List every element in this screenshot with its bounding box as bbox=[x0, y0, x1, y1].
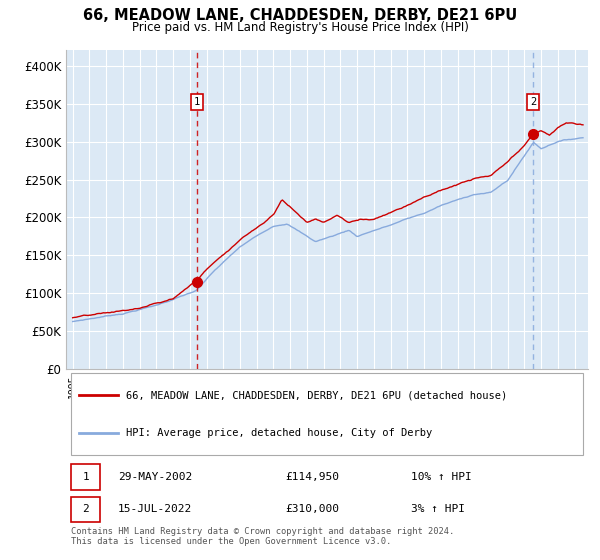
Text: 29-MAY-2002: 29-MAY-2002 bbox=[118, 472, 193, 482]
Text: 66, MEADOW LANE, CHADDESDEN, DERBY, DE21 6PU (detached house): 66, MEADOW LANE, CHADDESDEN, DERBY, DE21… bbox=[126, 390, 507, 400]
Text: 10% ↑ HPI: 10% ↑ HPI bbox=[410, 472, 471, 482]
Text: Price paid vs. HM Land Registry's House Price Index (HPI): Price paid vs. HM Land Registry's House … bbox=[131, 21, 469, 34]
Text: 3% ↑ HPI: 3% ↑ HPI bbox=[410, 505, 464, 514]
Text: 15-JUL-2022: 15-JUL-2022 bbox=[118, 505, 193, 514]
Text: 2: 2 bbox=[530, 97, 536, 107]
Text: £310,000: £310,000 bbox=[285, 505, 339, 514]
FancyBboxPatch shape bbox=[71, 497, 100, 522]
Text: 1: 1 bbox=[194, 97, 200, 107]
FancyBboxPatch shape bbox=[71, 373, 583, 455]
Text: £114,950: £114,950 bbox=[285, 472, 339, 482]
Text: 66, MEADOW LANE, CHADDESDEN, DERBY, DE21 6PU: 66, MEADOW LANE, CHADDESDEN, DERBY, DE21… bbox=[83, 8, 517, 24]
Text: 2: 2 bbox=[82, 505, 89, 514]
Text: HPI: Average price, detached house, City of Derby: HPI: Average price, detached house, City… bbox=[126, 428, 432, 438]
Text: Contains HM Land Registry data © Crown copyright and database right 2024.
This d: Contains HM Land Registry data © Crown c… bbox=[71, 526, 454, 546]
Text: 1: 1 bbox=[82, 472, 89, 482]
FancyBboxPatch shape bbox=[71, 464, 100, 489]
